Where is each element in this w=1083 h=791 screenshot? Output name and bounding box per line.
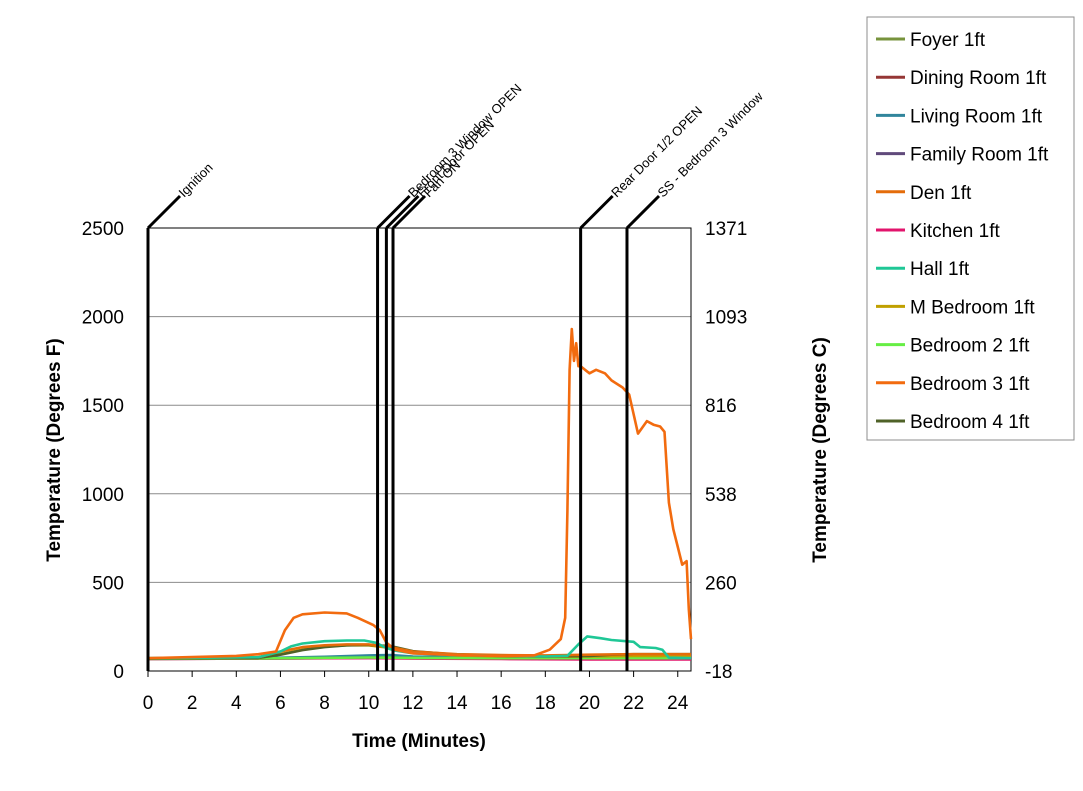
gridlines	[148, 316, 691, 583]
x-axis-title: Time (Minutes)	[352, 731, 486, 752]
x-tick-label-22: 22	[623, 693, 644, 714]
y-right-tick-label-816: 816	[705, 396, 737, 417]
y-right-tick-label-1371: 1371	[705, 219, 747, 240]
legend-label-dining-room-1ft: Dining Room 1ft	[910, 68, 1047, 89]
y-tick-label-0: 0	[113, 662, 124, 683]
x-tick-label-20: 20	[579, 693, 600, 714]
y-tick-label-1000: 1000	[82, 485, 124, 506]
series-lines	[147, 327, 693, 661]
event-leader-ss-bedroom-3-window	[625, 194, 661, 230]
event-leader-ignition	[146, 194, 182, 230]
legend: Foyer 1ft Dining Room 1ft Living Room 1ft F…	[866, 16, 1075, 441]
x-axis-ticks: 0 2 4 6 8 10 12 14 16 18 20 22 24	[143, 671, 689, 714]
event-leader-rear-door-1-2-open	[579, 194, 614, 230]
y-right-tick-label--18: -18	[705, 662, 732, 683]
x-tick-label-6: 6	[275, 693, 286, 714]
x-tick-label-8: 8	[319, 693, 330, 714]
legend-items: Foyer 1ft Dining Room 1ft Living Room 1ft F…	[876, 30, 1049, 433]
legend-label-bedroom-3-1ft: Bedroom 3 1ft	[910, 374, 1030, 395]
event-leader-bedroom-3-window-open	[376, 194, 411, 230]
y-tick-label-2000: 2000	[82, 308, 124, 329]
legend-label-m-bedroom-1ft: M Bedroom 1ft	[910, 297, 1035, 318]
x-tick-label-4: 4	[231, 693, 242, 714]
legend-label-foyer-1ft: Foyer 1ft	[910, 30, 986, 51]
x-tick-label-14: 14	[446, 693, 468, 714]
series-line-bedroom-3-1ft	[147, 327, 693, 660]
legend-label-bedroom-4-1ft: Bedroom 4 1ft	[910, 412, 1030, 433]
x-tick-label-10: 10	[358, 693, 379, 714]
x-tick-label-24: 24	[667, 693, 689, 714]
y-right-axis-ticks: -18 260 538 816 1093 1371	[705, 219, 747, 683]
y-axis-title: Temperature (Degrees F)	[44, 338, 65, 562]
y-axis-ticks: 0 500 1000 1500 2000 2500	[82, 219, 124, 683]
x-tick-label-0: 0	[143, 693, 154, 714]
x-tick-label-12: 12	[402, 693, 423, 714]
y-right-tick-label-260: 260	[705, 573, 737, 594]
legend-label-bedroom-2-1ft: Bedroom 2 1ft	[910, 336, 1030, 357]
y-tick-label-500: 500	[92, 573, 124, 594]
legend-label-hall-1ft: Hall 1ft	[910, 259, 970, 280]
x-tick-label-2: 2	[187, 693, 198, 714]
legend-label-family-room-1ft: Family Room 1ft	[910, 145, 1049, 166]
legend-label-living-room-1ft: Living Room 1ft	[910, 106, 1043, 127]
y-right-tick-label-538: 538	[705, 485, 737, 506]
x-tick-label-18: 18	[535, 693, 556, 714]
legend-label-den-1ft: Den 1ft	[910, 183, 972, 204]
y-right-tick-label-1093: 1093	[705, 308, 747, 329]
y-tick-label-2500: 2500	[82, 219, 124, 240]
event-leader-fan-on	[391, 194, 427, 230]
x-tick-label-16: 16	[491, 693, 512, 714]
event-leader-front-door-open	[385, 194, 420, 230]
y-right-axis-title: Temperature (Degrees C)	[810, 337, 831, 563]
y-tick-label-1500: 1500	[82, 396, 124, 417]
legend-label-kitchen-1ft: Kitchen 1ft	[910, 221, 1000, 242]
